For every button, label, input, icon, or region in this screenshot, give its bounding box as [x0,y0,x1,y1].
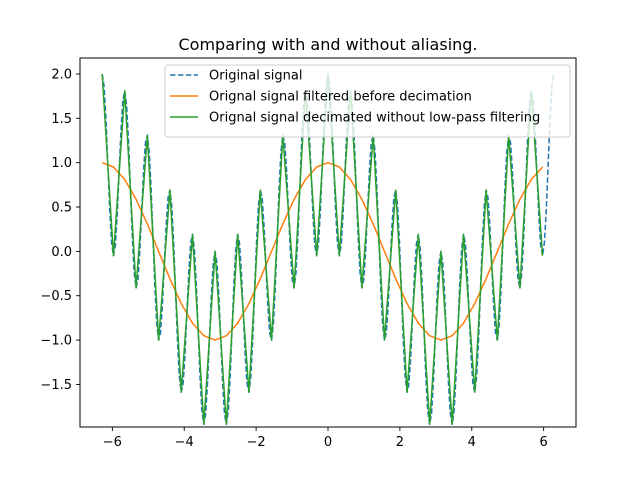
x-tick-label: −2 [247,435,266,450]
y-tick-label: 0.0 [51,245,72,260]
y-tick-label: −1.0 [40,334,72,349]
x-tick-label: 6 [540,435,548,450]
x-tick-label: −4 [175,435,194,450]
y-tick-label: −1.5 [40,378,72,393]
x-tick-label: 2 [396,435,404,450]
legend: Original signal Orignal signal filtered b… [164,64,571,138]
x-tick-label: −6 [103,435,122,450]
x-tick-label: 0 [324,435,332,450]
x-axis: −6 −4 −2 0 2 4 6 [103,427,548,450]
x-tick-label: 4 [468,435,476,450]
y-tick-label: 1.5 [51,112,72,127]
legend-box [164,64,571,138]
legend-label-3: Orignal signal decimated without low-pas… [209,111,540,126]
y-tick-label: 0.5 [51,201,72,216]
y-axis: −1.5 −1.0 −0.5 0.0 0.5 1.0 1.5 2.0 [40,67,80,393]
series-line-3 [101,73,544,426]
legend-label-2: Orignal signal filtered before decimatio… [209,90,472,105]
legend-label-1: Original signal [209,69,302,84]
y-tick-label: 2.0 [51,67,72,82]
y-tick-label: 1.0 [51,156,72,171]
chart-title: Comparing with and without aliasing. [178,35,477,54]
y-tick-label: −0.5 [40,289,72,304]
